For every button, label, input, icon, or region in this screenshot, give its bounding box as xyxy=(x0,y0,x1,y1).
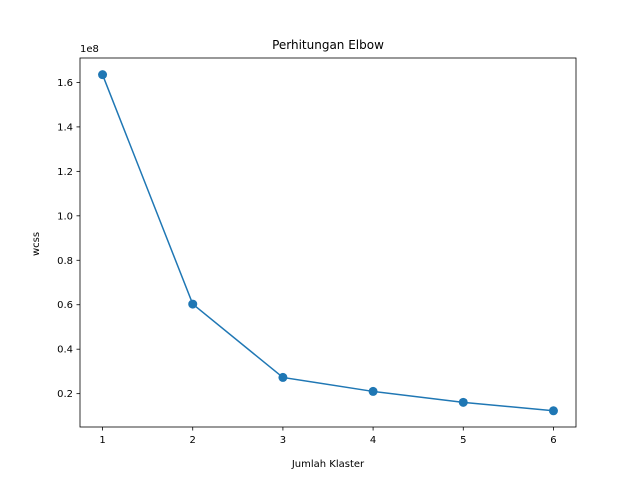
y-tick-label: 0.2 xyxy=(57,389,73,400)
y-axis-label: wcss xyxy=(31,232,42,256)
y-tick-label: 0.6 xyxy=(57,300,73,311)
x-tick-label: 2 xyxy=(190,435,196,446)
y-tick-label: 0.8 xyxy=(57,256,73,267)
plot-area xyxy=(80,58,576,427)
y-tick-label: 0.4 xyxy=(57,345,73,356)
chart-title: Perhitungan Elbow xyxy=(272,38,384,52)
y-tick-label: 1.4 xyxy=(57,122,73,133)
x-tick-label: 3 xyxy=(280,435,286,446)
x-axis-ticks: 1 2 3 4 5 6 xyxy=(99,427,557,446)
series-layer xyxy=(98,70,558,416)
data-point-marker xyxy=(188,299,198,309)
data-point-marker xyxy=(98,70,108,80)
data-point-marker xyxy=(548,406,558,416)
x-axis-label: Jumlah Klaster xyxy=(291,459,365,470)
x-tick-label: 1 xyxy=(99,435,105,446)
y-axis-ticks: 0.2 0.4 0.6 0.8 1.0 1.2 1.4 1.6 xyxy=(57,78,80,400)
x-tick-label: 6 xyxy=(550,435,556,446)
x-tick-label: 5 xyxy=(460,435,466,446)
data-point-marker xyxy=(368,386,378,396)
y-axis-offset-label: 1e8 xyxy=(80,44,99,55)
y-tick-label: 1.0 xyxy=(57,211,73,222)
series-line xyxy=(101,74,554,412)
data-point-marker xyxy=(458,397,468,407)
plot-frame xyxy=(79,57,577,428)
y-tick-label: 1.6 xyxy=(57,78,73,89)
x-tick-label: 4 xyxy=(370,435,376,446)
y-tick-label: 1.2 xyxy=(57,167,73,178)
data-point-marker xyxy=(278,372,288,382)
